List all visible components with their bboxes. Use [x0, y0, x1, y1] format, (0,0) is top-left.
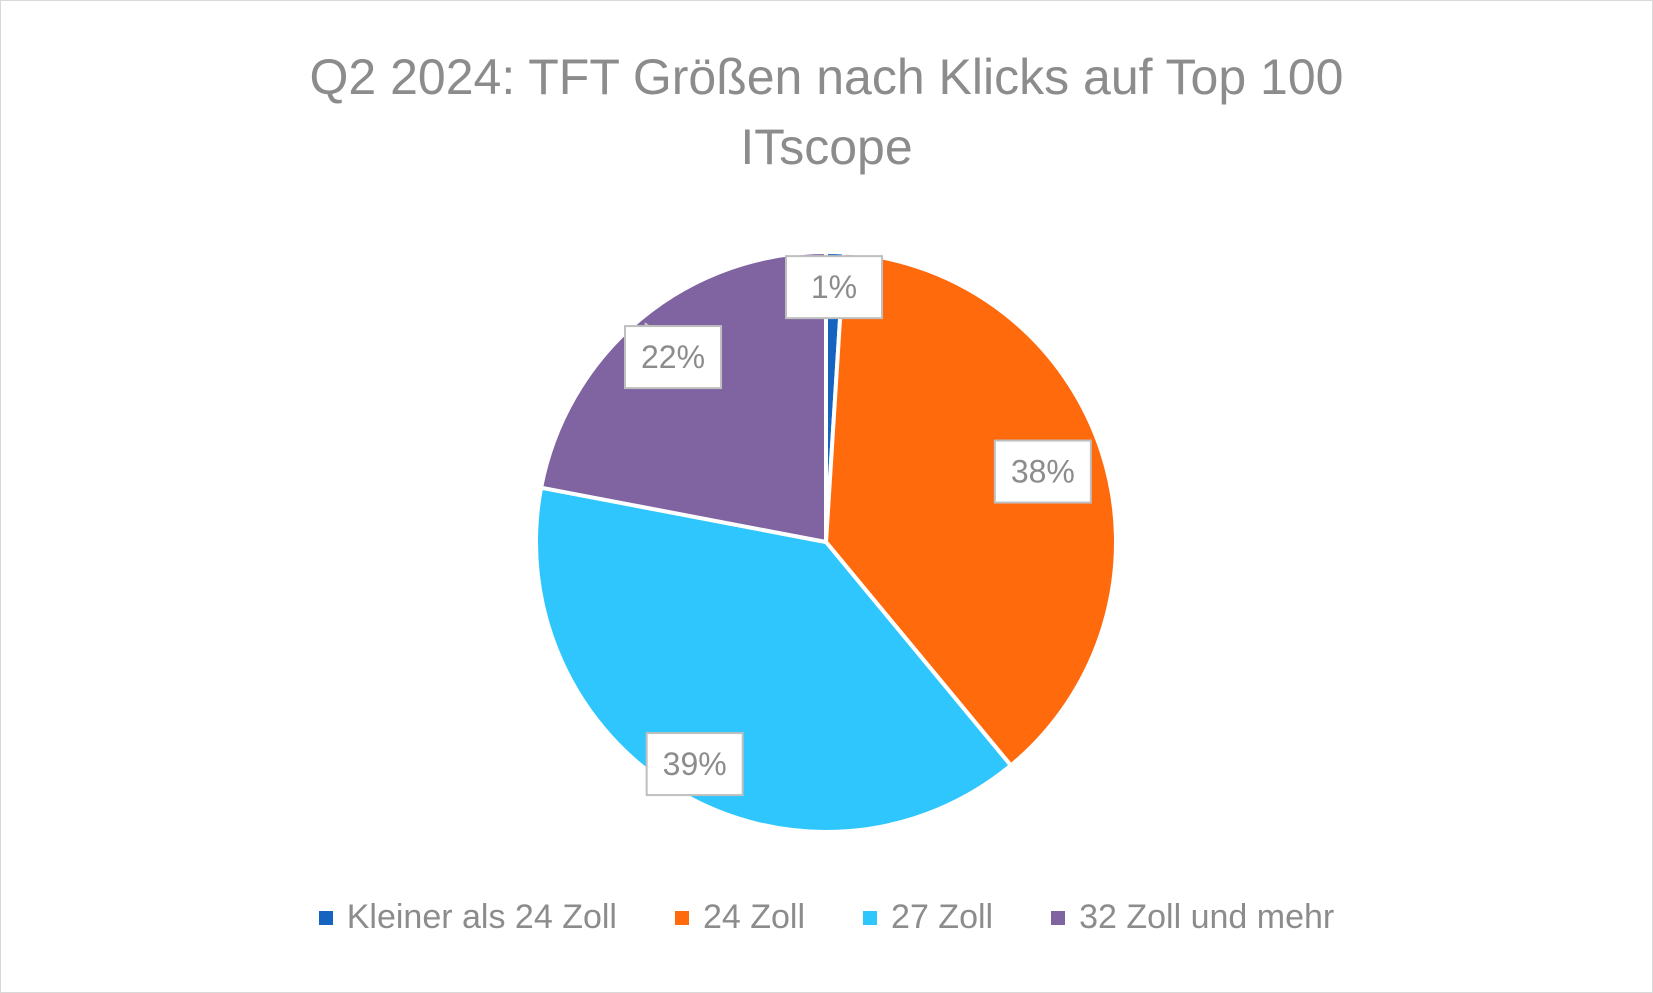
chart-title-line-1: Q2 2024: TFT Größen nach Klicks auf Top …	[309, 49, 1344, 105]
legend-label: 27 Zoll	[891, 898, 994, 936]
legend-swatch	[1051, 910, 1066, 925]
legend-label: 32 Zoll und mehr	[1079, 898, 1335, 936]
data-label-text: 1%	[811, 269, 857, 305]
chart-title-line-2: ITscope	[740, 119, 913, 175]
legend-item-32-zoll-und-mehr: 32 Zoll und mehr	[1051, 898, 1334, 937]
legend-label: Kleiner als 24 Zoll	[346, 898, 617, 936]
pie-slice-4	[539, 250, 828, 544]
chart-title: Q2 2024: TFT Größen nach Klicks auf Top …	[0, 42, 1653, 182]
legend-swatch	[674, 910, 689, 925]
data-label-3: 39%	[645, 732, 744, 797]
data-label-text: 39%	[663, 746, 727, 782]
data-label-4: 22%	[624, 322, 723, 390]
legend-item-27-zoll: 27 Zoll	[863, 898, 993, 937]
data-label-2: 38%	[993, 439, 1092, 504]
legend-item-kleiner-als-24-zoll: Kleiner als 24 Zoll	[318, 898, 617, 937]
legend-item-24-zoll: 24 Zoll	[674, 898, 806, 937]
data-label-box	[645, 732, 744, 797]
legend-swatch	[863, 910, 878, 925]
pie-slice-2	[824, 250, 1118, 768]
data-label-1: 1%	[785, 255, 884, 320]
data-label-text: 22%	[641, 339, 705, 375]
legend-swatch	[318, 910, 333, 925]
data-label-box	[624, 325, 723, 390]
chart-legend: Kleiner als 24 Zoll 24 Zoll 27 Zoll 32 Z…	[0, 898, 1653, 937]
data-label-text: 38%	[1011, 454, 1075, 490]
data-label-box	[993, 439, 1092, 504]
legend-label: 24 Zoll	[702, 898, 806, 936]
data-label-box	[785, 255, 884, 320]
